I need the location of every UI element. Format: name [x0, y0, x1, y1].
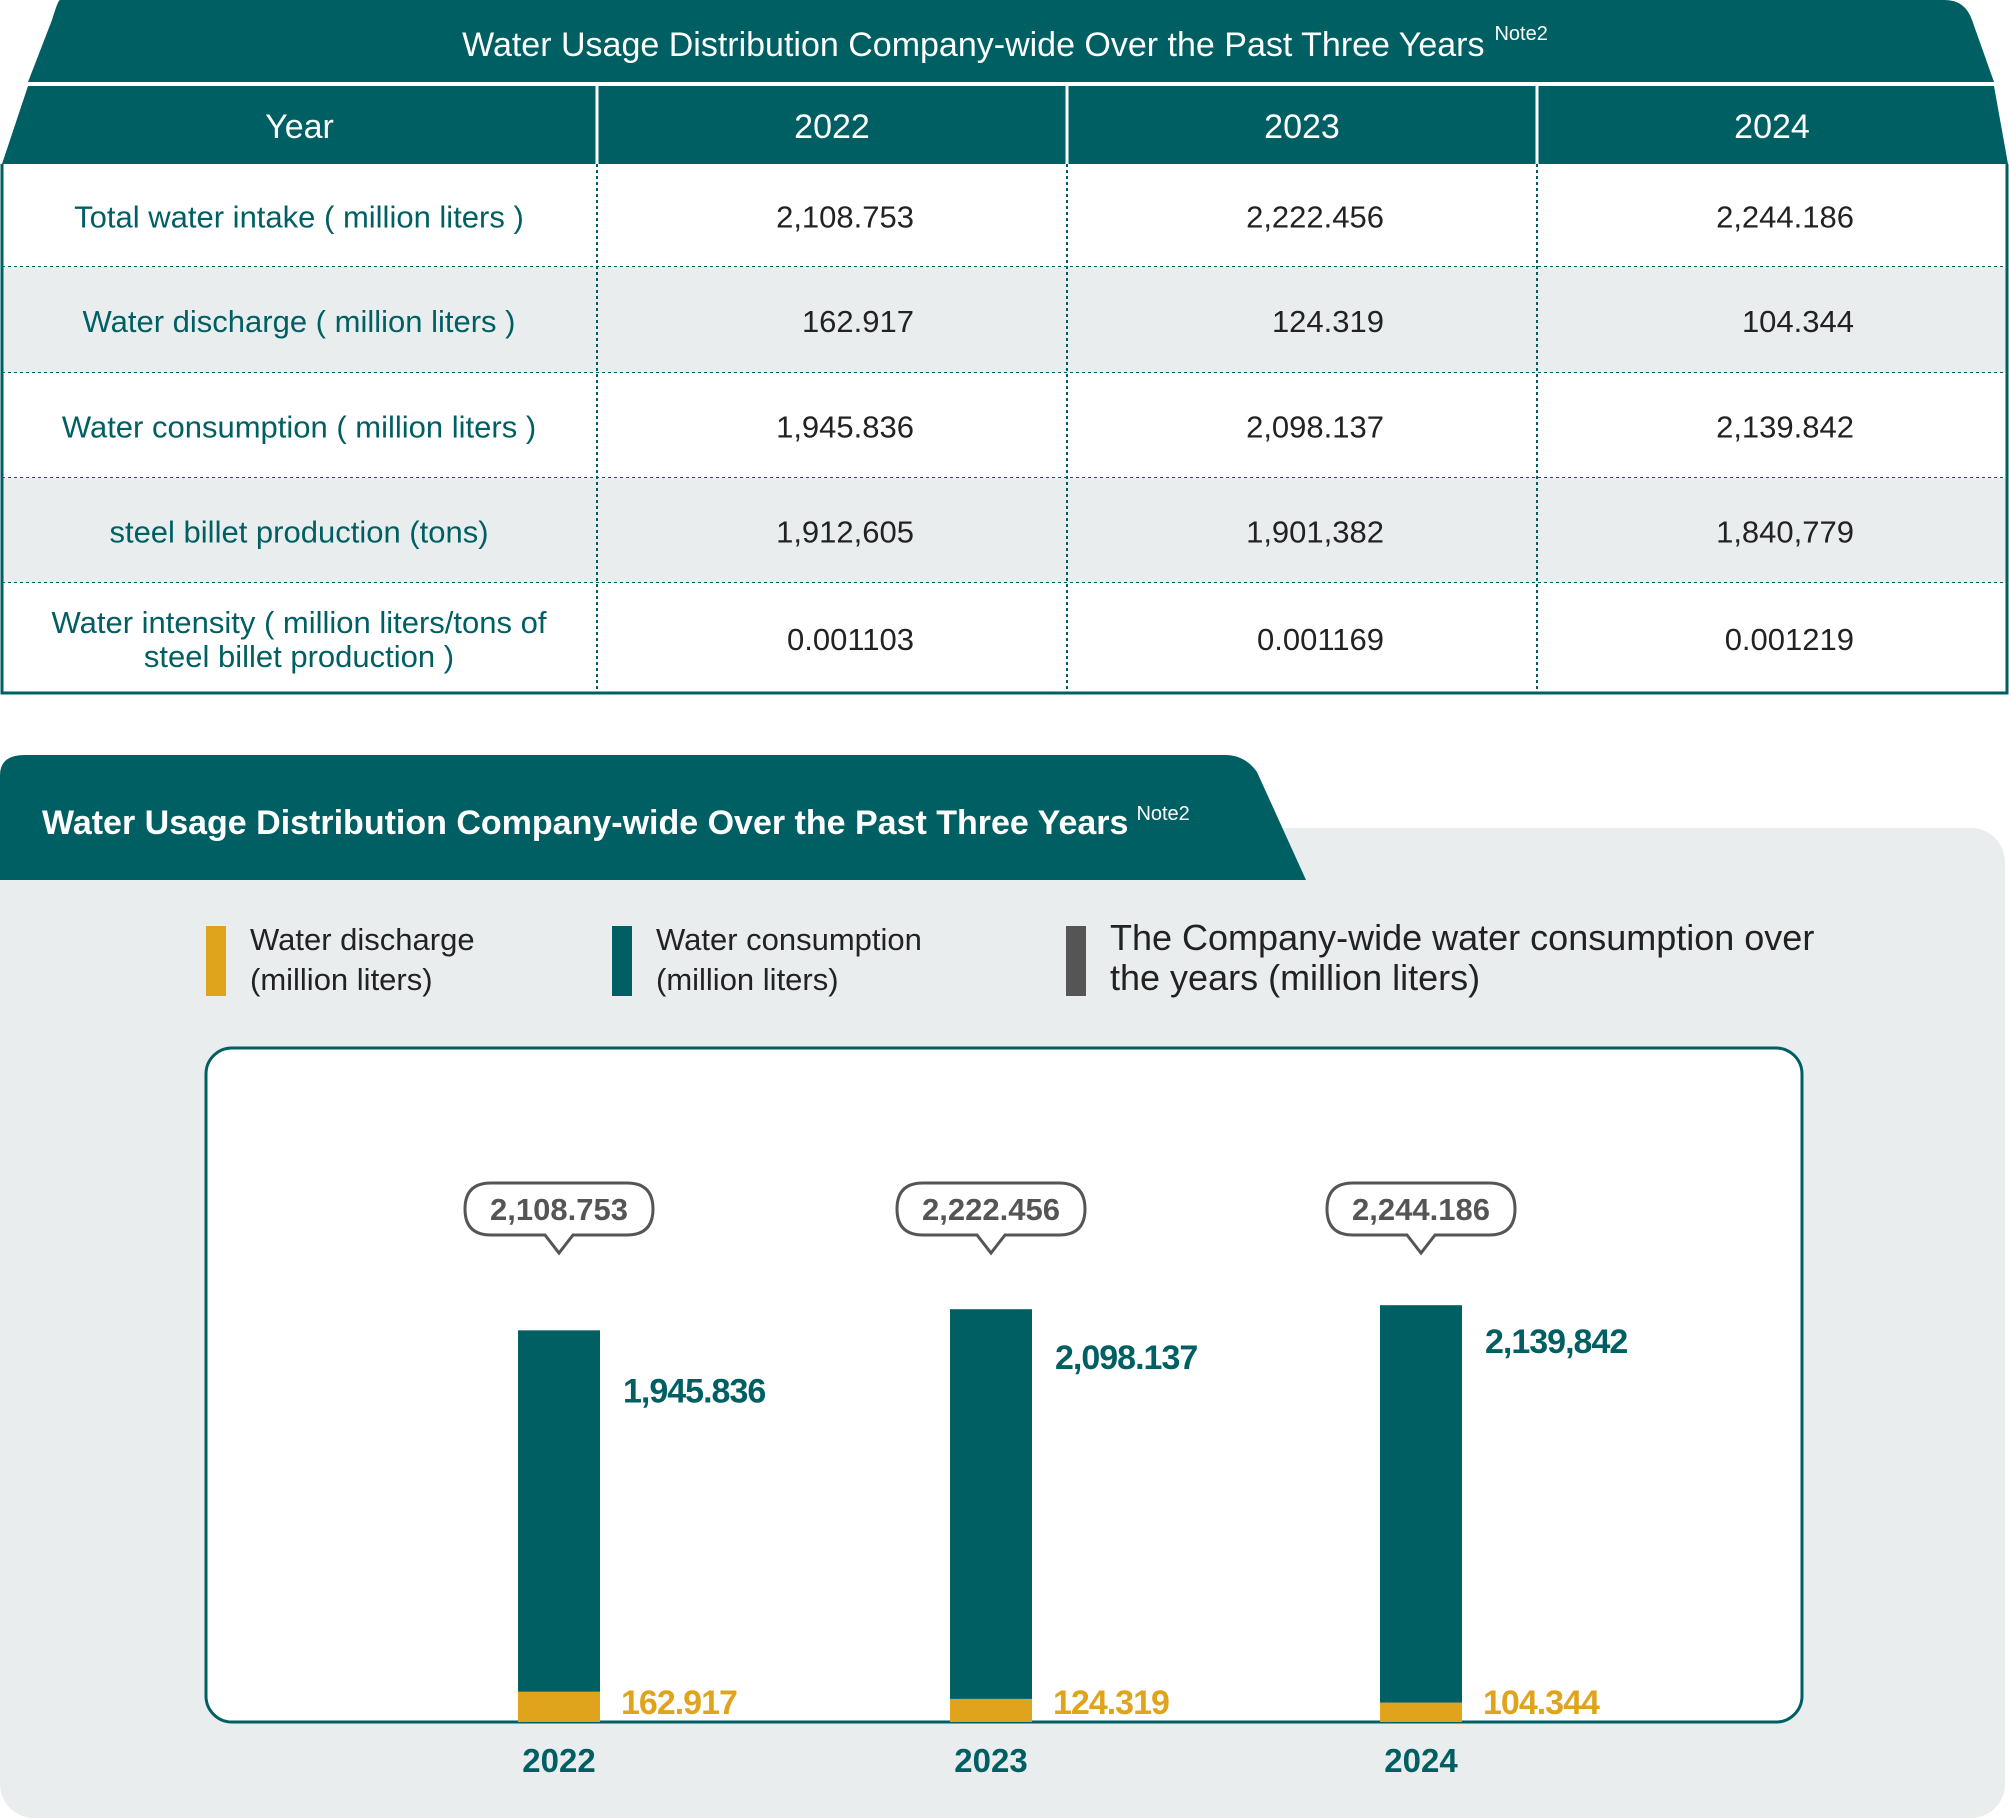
bar-water-discharge [518, 1691, 600, 1722]
row-label: Total water intake ( million liters ) [74, 200, 524, 235]
table-header-band [2, 86, 2008, 164]
legend-item: Water consumption (million liters) [612, 922, 922, 997]
bar-water-consumption [1380, 1305, 1462, 1703]
chart-title-text: Water Usage Distribution Company-wide Ov… [42, 804, 1128, 842]
x-tick-label: 2023 [954, 1742, 1027, 1779]
legend-label: Water consumption [656, 922, 922, 957]
label-total-water-intake: 2,222.456 [922, 1192, 1060, 1227]
row-background [2, 478, 2007, 583]
chart-marks: 1,945.836 162.917 2,108.753 2022 2,098.137 12… [463, 1181, 1632, 1779]
bar-water-discharge [1380, 1702, 1462, 1722]
label-water-discharge: 162.917 [621, 1684, 737, 1722]
legend-label: the years (million liters) [1110, 957, 1480, 998]
bar-water-consumption [950, 1309, 1032, 1699]
legend-label: Water discharge [250, 922, 475, 957]
chart-legend: Water discharge(million liters)Water con… [206, 917, 1814, 998]
bar-water-consumption [518, 1330, 600, 1692]
total-callout [1325, 1181, 1517, 1256]
x-tick-label: 2022 [522, 1742, 595, 1779]
table-header-2024: 2024 [1734, 108, 1810, 146]
row-value: 0.001169 [1257, 622, 1384, 657]
table-header-year: Year [265, 108, 334, 146]
row-label: steel billet production (tons) [109, 515, 488, 550]
row-background [2, 164, 2007, 267]
table-row: steel billet production (tons) 1,912,605 1… [2, 478, 2007, 584]
label-water-consumption: 2,098.137 [1055, 1339, 1197, 1377]
legend-label: The Company-wide water consumption over [1110, 917, 1814, 958]
table-header-2023: 2023 [1264, 108, 1340, 146]
total-callout [463, 1181, 655, 1256]
table-title: Water Usage Distribution Company-wide Ov… [462, 23, 1548, 64]
legend-swatch [612, 926, 632, 996]
row-background [2, 583, 2007, 693]
row-value: 1,901,382 [1246, 515, 1384, 550]
total-callout [895, 1181, 1087, 1256]
table-row: Water discharge ( million liters ) 162.91… [2, 267, 2007, 374]
table-border [0, 164, 2009, 695]
legend-swatch [206, 926, 226, 996]
table-title-note: Note2 [1494, 23, 1547, 45]
table-row: Total water intake ( million liters ) 2,1… [2, 164, 2007, 268]
legend-label: (million liters) [250, 962, 433, 997]
row-label: steel billet production ) [144, 639, 454, 674]
row-value: 2,108.753 [776, 200, 914, 235]
legend-label: (million liters) [656, 962, 839, 997]
row-value: 2,244.186 [1716, 200, 1854, 235]
label-water-consumption: 2,139,842 [1485, 1323, 1627, 1361]
chart-title-banner [0, 755, 1306, 880]
row-value: 104.344 [1742, 304, 1854, 339]
chart-title: Water Usage Distribution Company-wide Ov… [42, 803, 1190, 842]
row-label: Water discharge ( million liters ) [83, 304, 516, 339]
row-background [2, 267, 2007, 373]
row-value: 2,139.842 [1716, 410, 1854, 445]
chart-title-note: Note2 [1136, 803, 1189, 825]
row-value: 1,945.836 [776, 410, 914, 445]
row-value: 2,222.456 [1246, 200, 1384, 235]
label-water-discharge: 124.319 [1053, 1684, 1169, 1722]
row-value: 1,912,605 [776, 515, 914, 550]
table-header-2022: 2022 [794, 108, 870, 146]
row-label: Water intensity ( million liters/tons of [51, 605, 546, 640]
chart-panel: Water Usage Distribution Company-wide Ov… [0, 755, 2005, 1818]
label-total-water-intake: 2,108.753 [490, 1192, 628, 1227]
table-row: Water intensity ( million liters/tons of… [2, 583, 2007, 693]
row-value: 1,840,779 [1716, 515, 1854, 550]
table-title-text: Water Usage Distribution Company-wide Ov… [462, 26, 1484, 64]
row-background [2, 373, 2007, 478]
table-title-banner [28, 0, 1994, 82]
table-row: Water consumption ( million liters ) 1,94… [2, 373, 2007, 479]
legend-swatch [1066, 926, 1086, 996]
bar-water-discharge [950, 1698, 1032, 1722]
label-water-discharge: 104.344 [1483, 1684, 1600, 1722]
water-usage-table: Water Usage Distribution Company-wide Ov… [0, 0, 2009, 695]
label-water-consumption: 1,945.836 [623, 1372, 765, 1410]
legend-item: The Company-wide water consumption overt… [1066, 917, 1814, 998]
row-value: 162.917 [802, 304, 914, 339]
row-label: Water consumption ( million liters ) [62, 410, 536, 445]
row-value: 0.001103 [787, 622, 914, 657]
row-value: 124.319 [1272, 304, 1384, 339]
row-value: 0.001219 [1725, 622, 1854, 657]
row-value: 2,098.137 [1246, 410, 1384, 445]
legend-item: Water discharge (million liters) [206, 922, 475, 997]
label-total-water-intake: 2,244.186 [1352, 1192, 1490, 1227]
x-tick-label: 2024 [1384, 1742, 1458, 1779]
